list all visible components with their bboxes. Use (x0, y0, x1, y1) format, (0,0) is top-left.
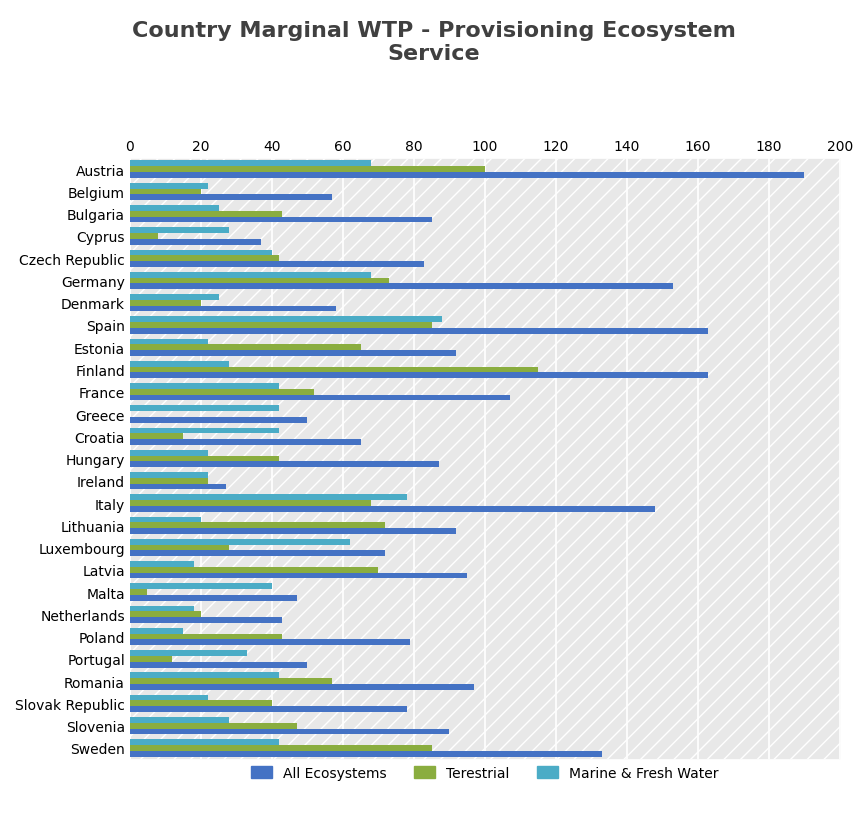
Bar (129, 573, 467, 579)
Bar (129, 628, 183, 634)
Bar (129, 528, 457, 534)
Bar (129, 329, 708, 334)
Bar (129, 650, 247, 656)
Bar (129, 612, 201, 618)
Bar (129, 228, 229, 234)
Bar (129, 517, 201, 522)
Bar (129, 306, 336, 312)
Bar (129, 551, 385, 557)
Bar (129, 300, 201, 306)
Bar (129, 317, 442, 323)
Bar (129, 545, 229, 551)
Bar (129, 745, 431, 751)
Bar (129, 350, 457, 356)
Bar (129, 434, 183, 440)
Bar (129, 217, 431, 223)
Bar (129, 294, 219, 300)
Bar (129, 634, 282, 640)
Bar (129, 240, 261, 245)
Bar (129, 695, 207, 701)
Bar (129, 673, 279, 678)
Bar (129, 345, 360, 350)
Bar (129, 562, 194, 568)
Bar (129, 739, 279, 745)
Bar (129, 189, 201, 195)
Bar (129, 206, 219, 212)
Bar (129, 472, 207, 478)
Bar (129, 507, 655, 512)
Bar (129, 417, 307, 423)
Bar (129, 390, 314, 395)
Bar (129, 751, 602, 757)
Bar (129, 339, 207, 345)
Bar (129, 273, 372, 278)
Bar (129, 618, 282, 624)
Bar (129, 256, 279, 262)
Bar (129, 250, 272, 256)
Bar (129, 501, 372, 507)
Bar (129, 262, 424, 268)
Bar (129, 323, 431, 329)
Bar (129, 701, 272, 706)
Bar (129, 717, 229, 723)
Bar (129, 595, 297, 601)
Bar (129, 729, 450, 735)
Bar (129, 589, 148, 595)
Bar (129, 662, 307, 668)
Bar (129, 405, 279, 411)
Bar (129, 484, 226, 490)
Bar (129, 173, 805, 179)
Bar (129, 361, 229, 367)
Bar (129, 234, 158, 240)
Bar (129, 640, 411, 645)
Bar (129, 384, 279, 390)
Bar (129, 161, 372, 167)
Bar (129, 395, 510, 401)
Bar (129, 278, 389, 284)
Bar (129, 428, 279, 434)
Bar (129, 451, 207, 456)
Text: Country Marginal WTP - Provisioning Ecosystem
Service: Country Marginal WTP - Provisioning Ecos… (132, 21, 736, 64)
Bar (129, 706, 407, 712)
Bar (129, 478, 207, 484)
Bar (129, 656, 173, 662)
Bar (129, 678, 332, 684)
Bar (129, 539, 350, 545)
Bar (129, 373, 708, 379)
Bar (129, 195, 332, 201)
Bar (129, 522, 385, 528)
Bar (129, 723, 297, 729)
Bar (129, 684, 474, 690)
Bar (129, 167, 485, 173)
Bar (129, 440, 360, 446)
Bar (129, 495, 407, 501)
Bar (129, 461, 438, 467)
Bar (129, 367, 538, 373)
Bar (129, 284, 673, 290)
Bar (129, 584, 272, 589)
Legend: All Ecosystems, Terestrial, Marine & Fresh Water: All Ecosystems, Terestrial, Marine & Fre… (246, 760, 724, 785)
Bar (129, 606, 194, 612)
Bar (129, 212, 282, 217)
Bar (129, 184, 207, 189)
Bar (129, 456, 279, 461)
Bar (129, 568, 378, 573)
